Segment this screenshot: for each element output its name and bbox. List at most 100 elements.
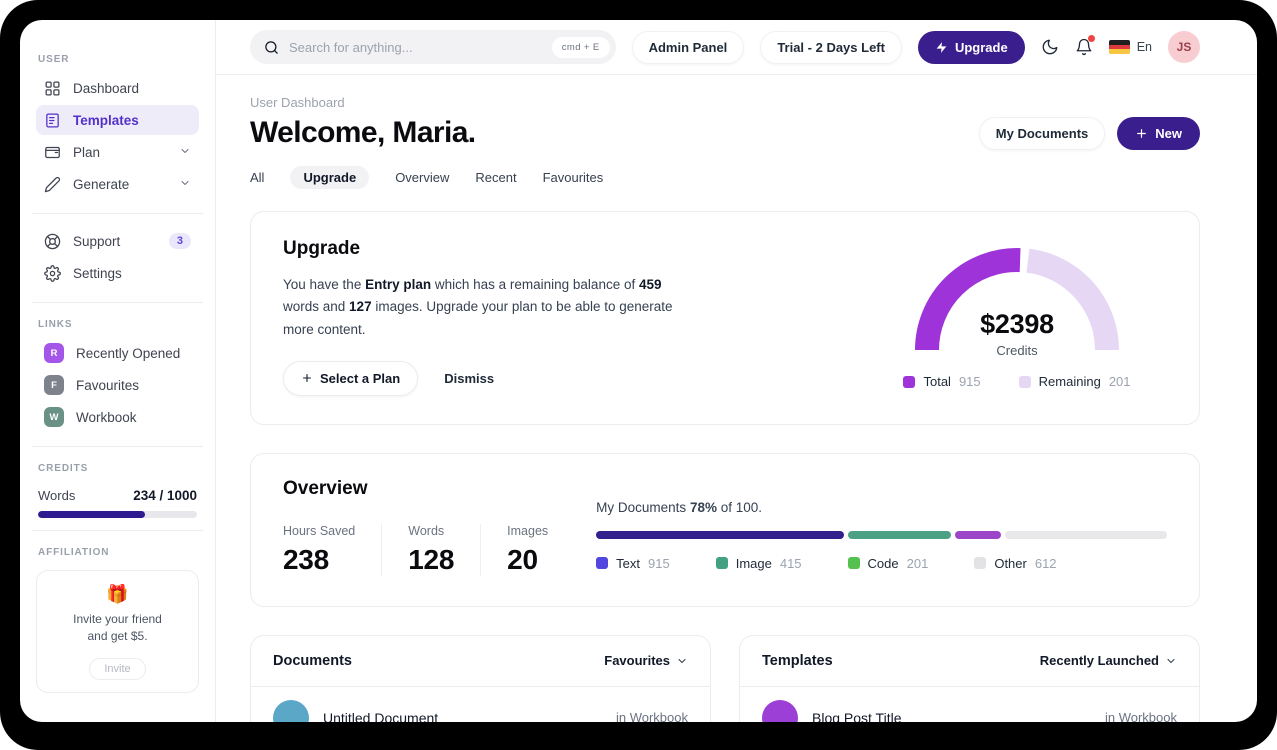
legend-label: Image [735,555,772,571]
legend-item-image: Image 415 [715,555,802,571]
new-button[interactable]: New [1117,116,1200,150]
language-label: En [1136,40,1152,54]
page-title: Welcome, Maria. [250,116,476,149]
templates-filter-label: Recently Launched [1039,653,1159,669]
stat-label: Images [507,523,549,538]
legend-label: Code [867,555,899,571]
legend-item-remaining: Remaining 201 [1018,374,1131,389]
bar-segment-other [1004,530,1167,539]
legend-item-total: Total 915 [903,374,981,389]
templates-filter-dropdown[interactable]: Recently Launched [1040,653,1177,668]
stats-row: Hours Saved 238 Words 128 Images 20 [283,523,549,576]
link-avatar: F [44,375,64,395]
overview-legend: Text 915 Image 415 Code 20 [596,556,1167,571]
sidebar-item-label: Support [73,233,121,249]
stat-value: 128 [408,543,455,575]
wallet-icon [45,146,60,158]
tabs: All Upgrade Overview Recent Favourites [250,166,1200,189]
credits-progress-track [38,511,197,518]
bell-icon [1076,38,1092,56]
invite-button[interactable]: Invite [89,657,146,680]
main-area: cmd + E Admin Panel Trial - 2 Days Left … [216,20,1257,722]
overview-card-left: Overview Hours Saved 238 Words 128 [283,478,548,576]
upgrade-card: Upgrade You have the Entry plan which ha… [250,211,1200,425]
tab-favourites[interactable]: Favourites [542,170,604,185]
tab-all[interactable]: All [250,170,265,185]
sidebar-item-label: Settings [73,265,122,281]
select-plan-button[interactable]: Select a Plan [283,360,419,396]
sidebar-heading-affiliation: AFFILIATION [38,547,110,558]
dismiss-button[interactable]: Dismiss [444,370,495,386]
documents-progress-caption: My Documents 78% of 100. [596,499,763,515]
affiliation-card: 🎁 Invite your friend and get $5. Invite [36,570,199,693]
search-shortcut-badge: cmd + E [551,36,610,58]
german-flag-icon [1108,40,1130,54]
stat-label: Words [408,523,445,538]
admin-panel-button[interactable]: Admin Panel [631,30,745,64]
bar-segment-text [596,530,845,539]
sidebar-item-generate[interactable]: Generate [36,169,199,199]
sidebar-item-label: Generate [73,176,130,192]
credits-row: Words 234 / 1000 [36,488,199,503]
topbar: cmd + E Admin Panel Trial - 2 Days Left … [216,20,1257,75]
gift-icon: 🎁 [106,584,129,604]
upgrade-card-left: Upgrade You have the Entry plan which ha… [283,238,698,396]
pencil-icon [44,176,61,192]
lifebuoy-icon [44,233,61,249]
overview-card-title: Overview [283,477,368,499]
notifications-button[interactable] [1075,35,1095,56]
legend-label: Total [923,374,951,389]
documents-card: Documents Favourites Untitled Document i… [250,634,711,722]
user-avatar[interactable]: JS [1168,31,1200,63]
link-avatar: W [44,407,64,427]
chevron-down-icon [1167,658,1175,663]
sidebar-link-workbook[interactable]: W Workbook [36,402,199,432]
language-switcher[interactable]: En [1108,40,1152,54]
sidebar-link-label: Favourites [76,377,140,393]
sidebar-item-templates[interactable]: Templates [36,105,199,135]
legend-value: 612 [1034,555,1057,571]
sidebar-item-dashboard[interactable]: Dashboard [36,73,199,103]
stat-value: 238 [283,543,329,575]
legend-swatch [715,557,728,570]
search-bar[interactable]: cmd + E [250,30,616,64]
chevron-down-icon [678,658,686,663]
documents-filter-dropdown[interactable]: Favourites [604,653,688,668]
support-count-badge: 3 [168,233,191,249]
bar-segment-image [848,530,952,539]
legend-label: Text [616,555,640,571]
credits-gauge: $2398 Credits Total 915 [867,238,1167,396]
sidebar-item-settings[interactable]: Settings [36,258,199,288]
document-avatar [273,699,309,722]
legend-value: 201 [906,555,929,571]
tab-recent[interactable]: Recent [475,170,517,185]
document-list-item[interactable]: Untitled Document in Workbook [251,687,710,722]
credits-value: 234 / 1000 [133,488,197,503]
my-documents-button[interactable]: My Documents [978,116,1106,150]
gauge-center: $2398 Credits [907,309,1127,358]
legend-swatch [903,375,916,388]
trial-days-left-button[interactable]: Trial - 2 Days Left [760,30,902,64]
tab-upgrade[interactable]: Upgrade [290,166,370,189]
sidebar-item-support[interactable]: Support 3 [36,226,199,256]
legend-value: 915 [648,555,670,571]
content: User Dashboard Welcome, Maria. My Docume… [216,75,1257,722]
documents-card-header: Documents Favourites [251,636,710,687]
dark-mode-toggle[interactable] [1041,38,1059,56]
legend-swatch [1018,375,1031,388]
legend-item-text: Text 915 [596,556,670,571]
upgrade-button[interactable]: Upgrade [917,30,1025,64]
templates-icon [46,112,59,128]
sidebar-item-plan[interactable]: Plan [36,137,199,167]
sidebar-link-recently-opened[interactable]: R Recently Opened [36,338,199,368]
sidebar-item-label: Plan [73,144,101,160]
sidebar-link-favourites[interactable]: F Favourites [36,370,199,400]
sidebar-divider [32,446,203,447]
template-list-item[interactable]: Blog Post Title in Workbook [740,687,1199,722]
sidebar-link-label: Recently Opened [76,345,181,361]
bar-segment-code [955,530,1001,539]
search-input[interactable] [289,39,542,55]
half-donut-chart: $2398 Credits [907,238,1127,358]
gauge-legend: Total 915 Remaining 201 [903,374,1131,389]
tab-overview[interactable]: Overview [395,170,450,185]
